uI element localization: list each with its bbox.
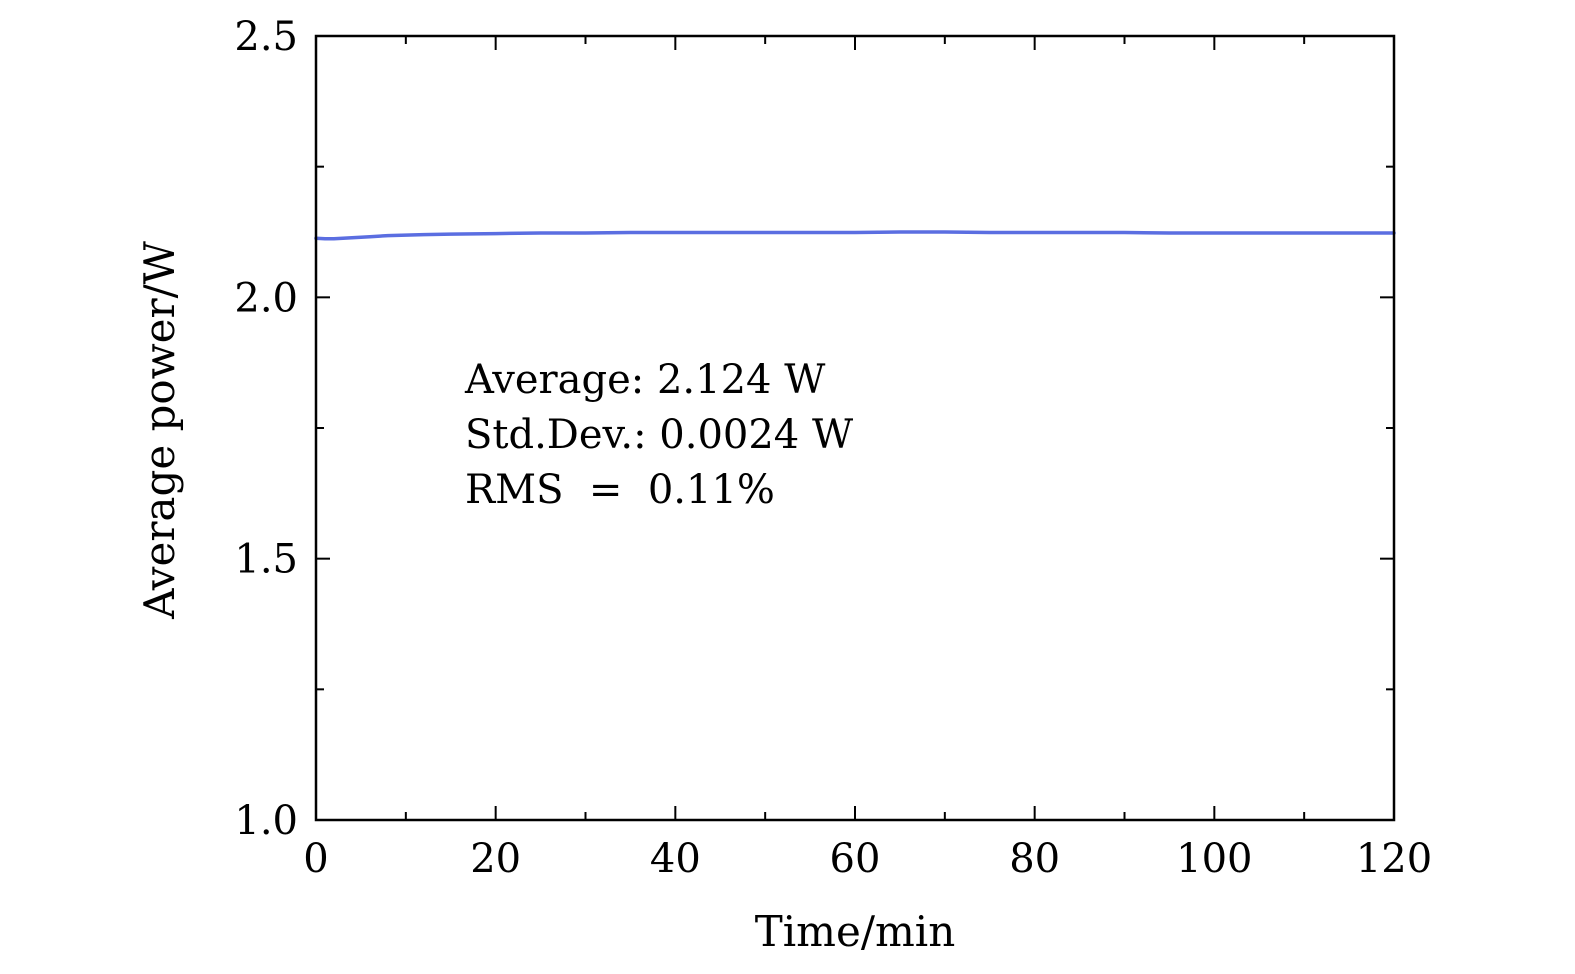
x-tick-label: 80 — [1009, 836, 1060, 882]
y-tick-label: 2.5 — [234, 14, 298, 60]
x-tick-label: 100 — [1176, 836, 1252, 882]
annotation-average: Average: 2.124 W — [464, 357, 825, 403]
x-tick-label: 120 — [1356, 836, 1432, 882]
y-axis-ticks: 1.0 1.5 2.0 2.5 — [234, 14, 1394, 844]
x-axis-title: Time/min — [755, 907, 956, 956]
y-tick-label: 1.5 — [234, 537, 298, 583]
x-axis-ticks: 0 20 40 60 80 100 120 — [303, 36, 1432, 882]
x-tick-label: 20 — [470, 836, 521, 882]
y-tick-label: 1.0 — [234, 798, 298, 844]
y-tick-label: 2.0 — [234, 275, 298, 321]
series-group — [314, 230, 1396, 241]
x-tick-label: 40 — [650, 836, 701, 882]
x-tick-label: 0 — [303, 836, 328, 882]
y-axis-title: Average power/W — [135, 240, 184, 620]
annotation-rms: RMS = 0.11% — [465, 467, 775, 513]
annotation-std-dev: Std.Dev.: 0.0024 W — [465, 412, 853, 458]
plot-frame — [314, 34, 1396, 822]
x-tick-label: 60 — [830, 836, 881, 882]
series-line-0 — [314, 230, 1396, 241]
